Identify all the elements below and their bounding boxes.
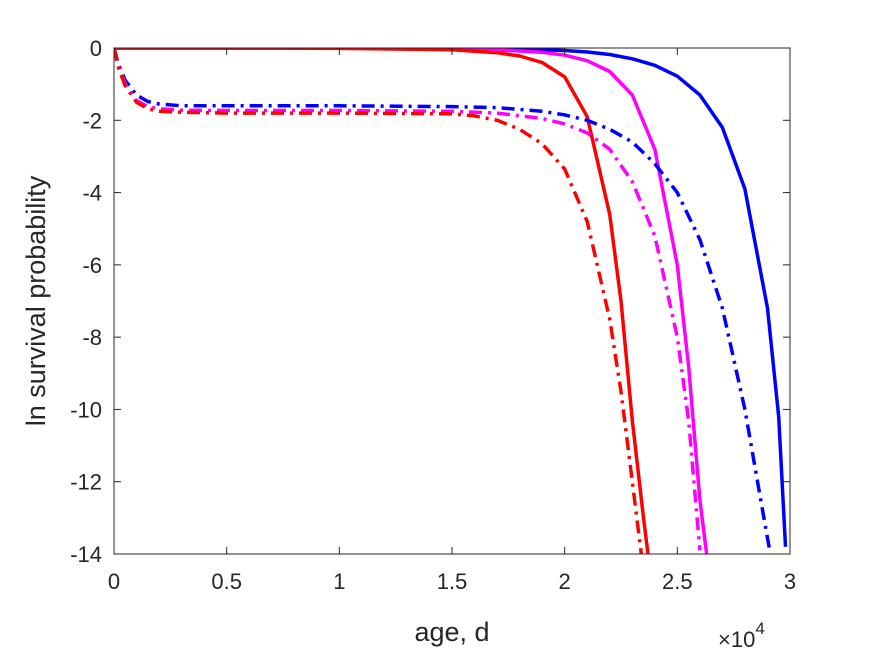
y-axis: 0 -2 -4 -6 -8 -10 -12 -14 <box>70 36 790 567</box>
x-tick-label: 2 <box>559 569 571 594</box>
y-tick-label: -8 <box>82 325 102 350</box>
y-tick-label: -4 <box>82 181 102 206</box>
series-layer <box>114 48 788 554</box>
series-line-1 <box>114 48 709 554</box>
x-axis-label: age, d <box>414 617 489 647</box>
y-tick-label: -6 <box>82 253 102 278</box>
x-multiplier-base: ×10 <box>718 627 755 652</box>
x-multiplier-label: ×104 <box>718 619 765 652</box>
x-tick-label: 0 <box>108 569 120 594</box>
x-tick-label: 1.5 <box>437 569 468 594</box>
series-line-4 <box>114 48 702 551</box>
y-tick-label: -12 <box>70 470 102 495</box>
y-axis-label: ln survival probability <box>21 175 51 426</box>
y-tick-label: 0 <box>90 36 102 61</box>
series-line-5 <box>114 48 644 554</box>
y-tick-label: -10 <box>70 397 102 422</box>
x-multiplier-exponent: 4 <box>755 619 764 638</box>
y-tick-label: -2 <box>82 108 102 133</box>
x-tick-label: 2.5 <box>662 569 693 594</box>
series-line-3 <box>114 48 772 551</box>
x-tick-label: 1 <box>333 569 345 594</box>
series-line-0 <box>114 48 788 547</box>
y-tick-label: -14 <box>70 542 102 567</box>
x-tick-label: 0.5 <box>211 569 242 594</box>
plot-frame <box>113 47 791 555</box>
x-tick-label: 3 <box>784 569 796 594</box>
x-axis: 0 0.5 1 1.5 2 2.5 3 <box>108 48 796 594</box>
series-line-2 <box>114 48 650 554</box>
